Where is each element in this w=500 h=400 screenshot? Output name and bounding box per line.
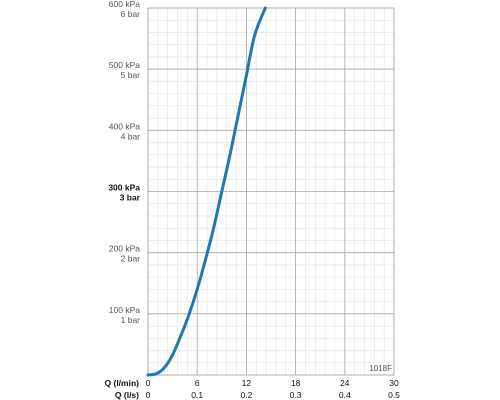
y-tick-label-bar: 5 bar — [121, 70, 141, 80]
x-tick-label-lmin: 0 — [146, 378, 151, 388]
y-tick-label-bar: 2 bar — [121, 254, 141, 264]
y-tick-label-bar: 3 bar — [120, 193, 141, 203]
series-line — [146, 6, 267, 377]
y-tick-label-kpa: 600 kPa — [109, 0, 140, 9]
x-tick-label-lmin: 18 — [291, 378, 301, 388]
x-tick-label-ls: 0.5 — [388, 390, 400, 400]
y-tick-label-kpa: 100 kPa — [109, 305, 140, 315]
x-tick-label-ls: 0 — [146, 390, 151, 400]
x-tick-label-ls: 0.4 — [339, 390, 351, 400]
x-tick-label-ls: 0.1 — [191, 390, 203, 400]
x-tick-label-lmin: 12 — [242, 378, 252, 388]
y-tick-label-kpa: 200 kPa — [109, 244, 140, 254]
x-tick-label-lmin: 24 — [340, 378, 350, 388]
y-tick-label-kpa: 500 kPa — [109, 60, 140, 70]
x-tick-label-ls: 0.3 — [290, 390, 302, 400]
x-tick-label-ls: 0.2 — [240, 390, 252, 400]
x-tick-label-lmin: 30 — [389, 378, 399, 388]
y-tick-label-bar: 1 bar — [121, 315, 141, 325]
x-axis-primary-label: Q (l/min) — [105, 378, 140, 388]
y-tick-label-bar: 6 bar — [121, 9, 141, 19]
y-tick-label-kpa: 300 kPa — [108, 183, 140, 193]
y-tick-label-bar: 4 bar — [121, 131, 141, 141]
x-tick-label-lmin: 6 — [195, 378, 200, 388]
x-axis-secondary-label: Q (l/s) — [115, 390, 139, 400]
x-tick-labels: 0 0 6 0.1 12 0.2 18 0.3 24 0.4 30 0.5 — [146, 378, 401, 400]
plot-frame — [147, 7, 395, 376]
figure-code: 1018F — [369, 364, 392, 373]
y-tick-label-kpa: 400 kPa — [109, 121, 140, 131]
